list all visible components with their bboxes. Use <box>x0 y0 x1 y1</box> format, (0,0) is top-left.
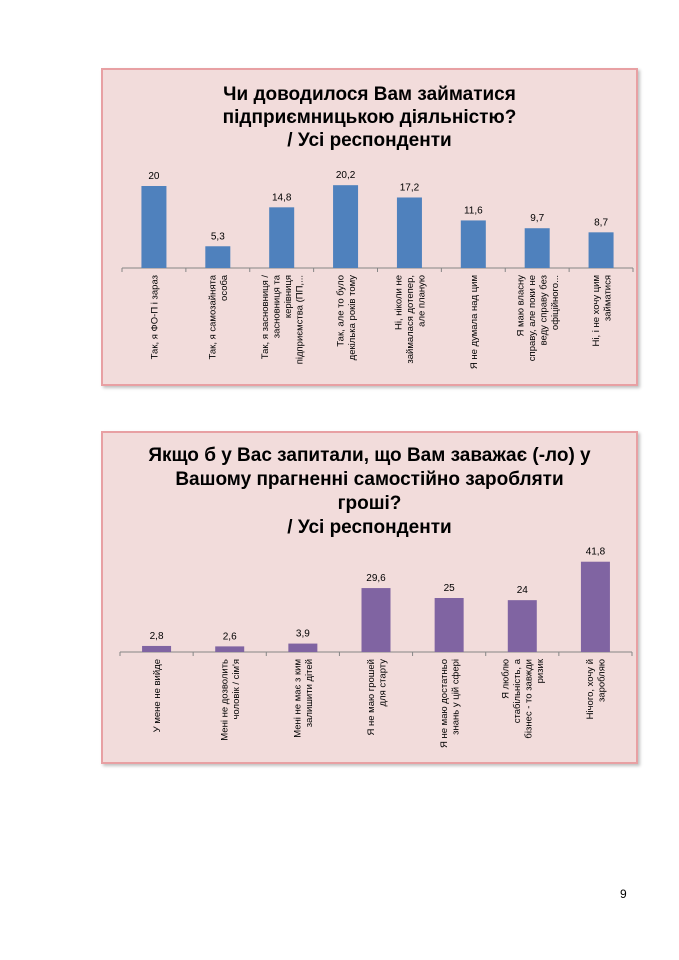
category-label-line: Так, я самозайнята <box>208 274 219 359</box>
bar <box>142 645 172 652</box>
category-label-line: Нічого, хочу й <box>585 659 596 719</box>
data-label: 41,8 <box>586 547 606 558</box>
category-label-line: Мені не дозволить <box>219 659 230 741</box>
data-label: 2,8 <box>150 631 164 642</box>
bar-chart-obstacles: 2,8 У мене не вийде 2,6 Мені не дозволитьчо… <box>119 547 633 748</box>
chart-panel-obstacles: Якщо б у Вас запитали, що Вам заважає (-… <box>101 431 638 764</box>
category-label-line: Так, але то було <box>335 275 346 347</box>
chart-title-line: Вашому прагненні самостійно заробляти <box>175 469 564 490</box>
category-label-line: чоловік / сім'я <box>231 659 242 720</box>
category-label-line: Ні, і не хочу цим <box>591 275 602 347</box>
category-label: У мене не вийде <box>152 659 163 732</box>
data-label: 8,7 <box>594 217 608 228</box>
data-label: 2,6 <box>223 631 237 642</box>
category-label: Ні, і не хочу цимзайматися <box>591 275 614 347</box>
category-label: Мені не дозволитьчоловік / сім'я <box>219 659 242 741</box>
category-label: Я не маю достатньознань у цій сфері <box>439 659 462 748</box>
data-label: 20,2 <box>336 170 356 181</box>
chart-panel-entrepreneurship: Чи доводилося Вам займатися підприємниць… <box>101 68 638 386</box>
chart-title-line: гроші? <box>337 493 402 514</box>
data-label: 14,8 <box>272 192 292 203</box>
category-label: Нічого, хочу йзаробляю <box>585 659 608 719</box>
bar <box>434 598 464 652</box>
data-label: 20 <box>148 171 160 182</box>
data-label: 17,2 <box>400 182 420 193</box>
bar <box>460 220 486 268</box>
bar <box>580 561 610 652</box>
category-label-line: залишити дітей <box>304 659 315 727</box>
category-label: Так, я самозайнятаособа <box>208 274 231 359</box>
category-label-line: справу, але поки не <box>527 275 538 361</box>
data-label: 29,6 <box>366 573 386 584</box>
category-label: Так, я засновниця /засновниця такерівниц… <box>260 274 306 364</box>
chart-title-line: / Усі респонденти <box>287 130 452 151</box>
category-label-line: декілька років тому <box>347 275 358 361</box>
category-label-line: для старту <box>377 659 388 707</box>
bar <box>288 643 318 652</box>
data-label: 3,9 <box>296 629 310 640</box>
bar <box>524 228 550 268</box>
data-label: 11,6 <box>464 205 483 216</box>
category-label-line: заробляю <box>597 659 608 702</box>
category-label: Я люблюстабільність, абізнес - то завжди… <box>501 658 547 738</box>
category-label-line: Я люблю <box>501 659 512 699</box>
chart-title: Якщо б у Вас запитали, що Вам заважає (-… <box>103 444 636 540</box>
chart-title-line: Чи доводилося Вам займатися <box>223 84 516 105</box>
category-label-line: знань у цій сфері <box>450 659 461 735</box>
data-label: 24 <box>517 585 529 596</box>
bar <box>507 600 537 652</box>
category-label-line: Я не маю грошей <box>366 659 377 736</box>
category-label-line: підприємства (ПП,... <box>294 275 305 364</box>
bar <box>396 197 422 268</box>
category-label-line: Я не думала над цим <box>469 275 480 369</box>
bar <box>588 232 614 268</box>
category-label-line: але планую <box>416 275 427 327</box>
category-label-line: офіційного... <box>550 275 561 330</box>
category-label-line: У мене не вийде <box>152 659 163 732</box>
bar <box>215 646 245 652</box>
category-label: Мені не має з кимзалишити дітей <box>293 659 316 738</box>
category-label-line: Ні, ніколи не <box>393 275 404 330</box>
category-label-line: керівниця <box>283 275 294 318</box>
category-label-line: веду справу без <box>538 275 549 345</box>
chart-title-line: Якщо б у Вас запитали, що Вам заважає (-… <box>148 445 591 466</box>
category-label-line: займатися <box>602 275 613 321</box>
category-label-line: стабільність, а <box>512 658 523 723</box>
chart-title-line: / Усі респонденти <box>287 517 452 538</box>
data-label: 5,3 <box>211 231 225 242</box>
category-label-line: Я не маю достатньо <box>439 659 450 748</box>
category-label: Я маю власнусправу, але поки неведу спра… <box>515 275 561 361</box>
category-label: Я не маю грошейдля старту <box>366 659 389 736</box>
category-label-line: особа <box>219 274 230 301</box>
category-label-line: бізнес - то завжди <box>524 659 535 739</box>
category-label-line: займалася дотепер, <box>405 275 416 364</box>
data-label: 9,7 <box>530 213 544 224</box>
category-label-line: засновниця та <box>271 274 282 338</box>
category-label: Ні, ніколи незаймалася дотепер,але плану… <box>393 275 427 364</box>
category-label-line: ризик <box>535 658 546 683</box>
bar <box>205 246 231 268</box>
category-label-line: Мені не має з ким <box>293 659 304 738</box>
category-label-line: Так, я засновниця / <box>260 275 271 360</box>
bar <box>141 186 167 268</box>
chart-title-line: підприємницькою діяльністю? <box>222 107 517 128</box>
bar <box>361 588 391 652</box>
data-label: 25 <box>444 583 456 594</box>
category-label-line: Я маю власну <box>515 275 526 337</box>
bar-chart-entrepreneurship: 20 Так, я ФО-П і зараз 5,3 Так, я самозайня… <box>121 170 634 369</box>
category-label: Я не думала над цим <box>469 275 480 369</box>
category-label: Так, я ФО-П і зараз <box>149 275 160 359</box>
category-label-line: Так, я ФО-П і зараз <box>149 275 160 359</box>
category-label: Так, але то булодекілька років тому <box>335 275 358 361</box>
page-number: 9 <box>620 887 627 901</box>
bar <box>333 185 359 268</box>
chart-title: Чи доводилося Вам займатися підприємниць… <box>103 83 636 152</box>
bar <box>269 207 295 268</box>
